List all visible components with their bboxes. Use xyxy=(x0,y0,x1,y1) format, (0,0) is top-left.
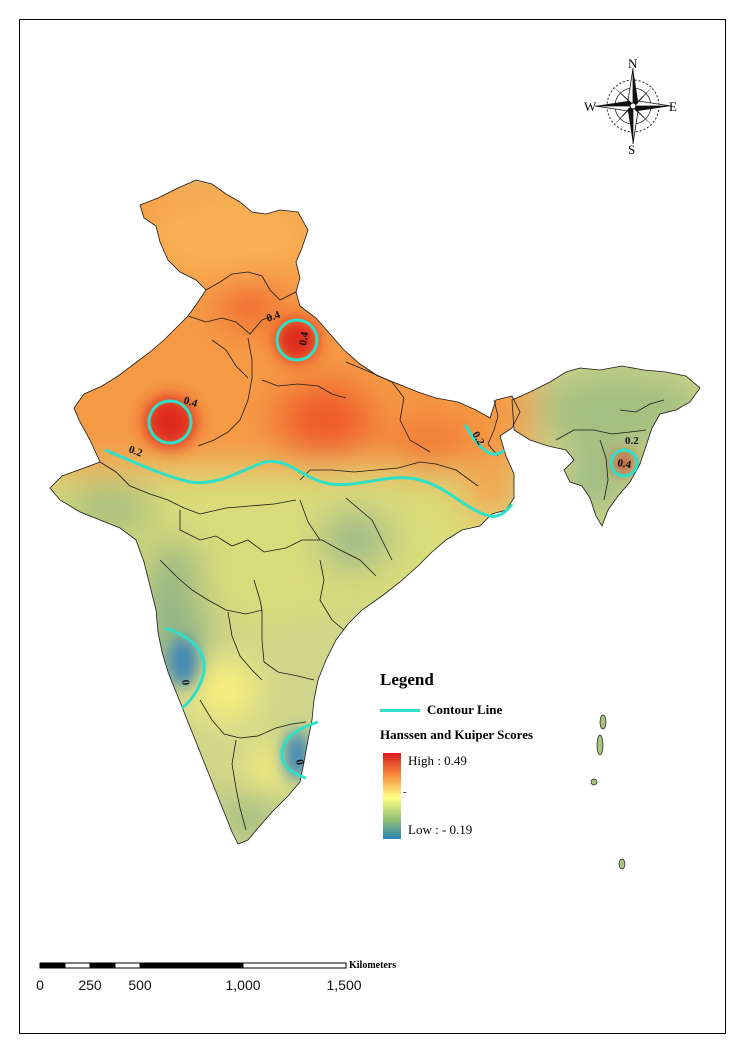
contour-label-north-top: 0.4 xyxy=(265,309,282,325)
scale-label-1500: 1,500 xyxy=(326,977,362,993)
scale-bar xyxy=(39,962,347,969)
legend-title: Legend xyxy=(380,670,434,689)
contour-label-north-peak: 0.4 xyxy=(297,330,311,346)
contour-label-line-west: 0.2 xyxy=(127,444,144,460)
contour-value-labels: 0.2 0.4 0.4 0.4 0.2 0.2 0.4 0 0 xyxy=(127,309,639,767)
contour-label-northeast-peak: 0.4 xyxy=(616,457,632,471)
scale-label-500: 500 xyxy=(128,977,152,993)
islands xyxy=(590,714,626,870)
map-frame xyxy=(19,19,726,1034)
scale-label-1000: 1,000 xyxy=(225,977,261,993)
scale-label-250: 250 xyxy=(78,977,102,993)
contour-line-swatch xyxy=(380,709,420,712)
contour-label-southeast: 0 xyxy=(293,758,306,766)
scores-title: Hanssen and Kuiper Scores xyxy=(380,727,534,742)
ramp-low-label: Low : - 0.19 xyxy=(408,822,473,837)
contour-line-label: Contour Line xyxy=(427,702,503,717)
score-color-ramp xyxy=(383,753,401,839)
compass-north-label: N xyxy=(628,56,638,71)
compass-south-label: S xyxy=(628,142,636,157)
ramp-high-label: High : 0.49 xyxy=(408,753,467,768)
contour-label-northeast: 0.2 xyxy=(625,435,639,447)
compass-east-label: E xyxy=(669,99,677,114)
compass-west-label: W xyxy=(584,99,597,114)
scale-unit-label: Kilometers xyxy=(349,960,397,971)
state-boundaries xyxy=(49,179,701,845)
north-arrow-icon xyxy=(594,67,672,145)
contour-label-southwest: 0 xyxy=(179,679,191,686)
scale-label-0: 0 xyxy=(36,977,44,993)
contour-lines xyxy=(104,318,639,780)
ramp-mid-mark: - xyxy=(403,787,407,798)
contour-label-west-peak: 0.4 xyxy=(182,394,199,410)
